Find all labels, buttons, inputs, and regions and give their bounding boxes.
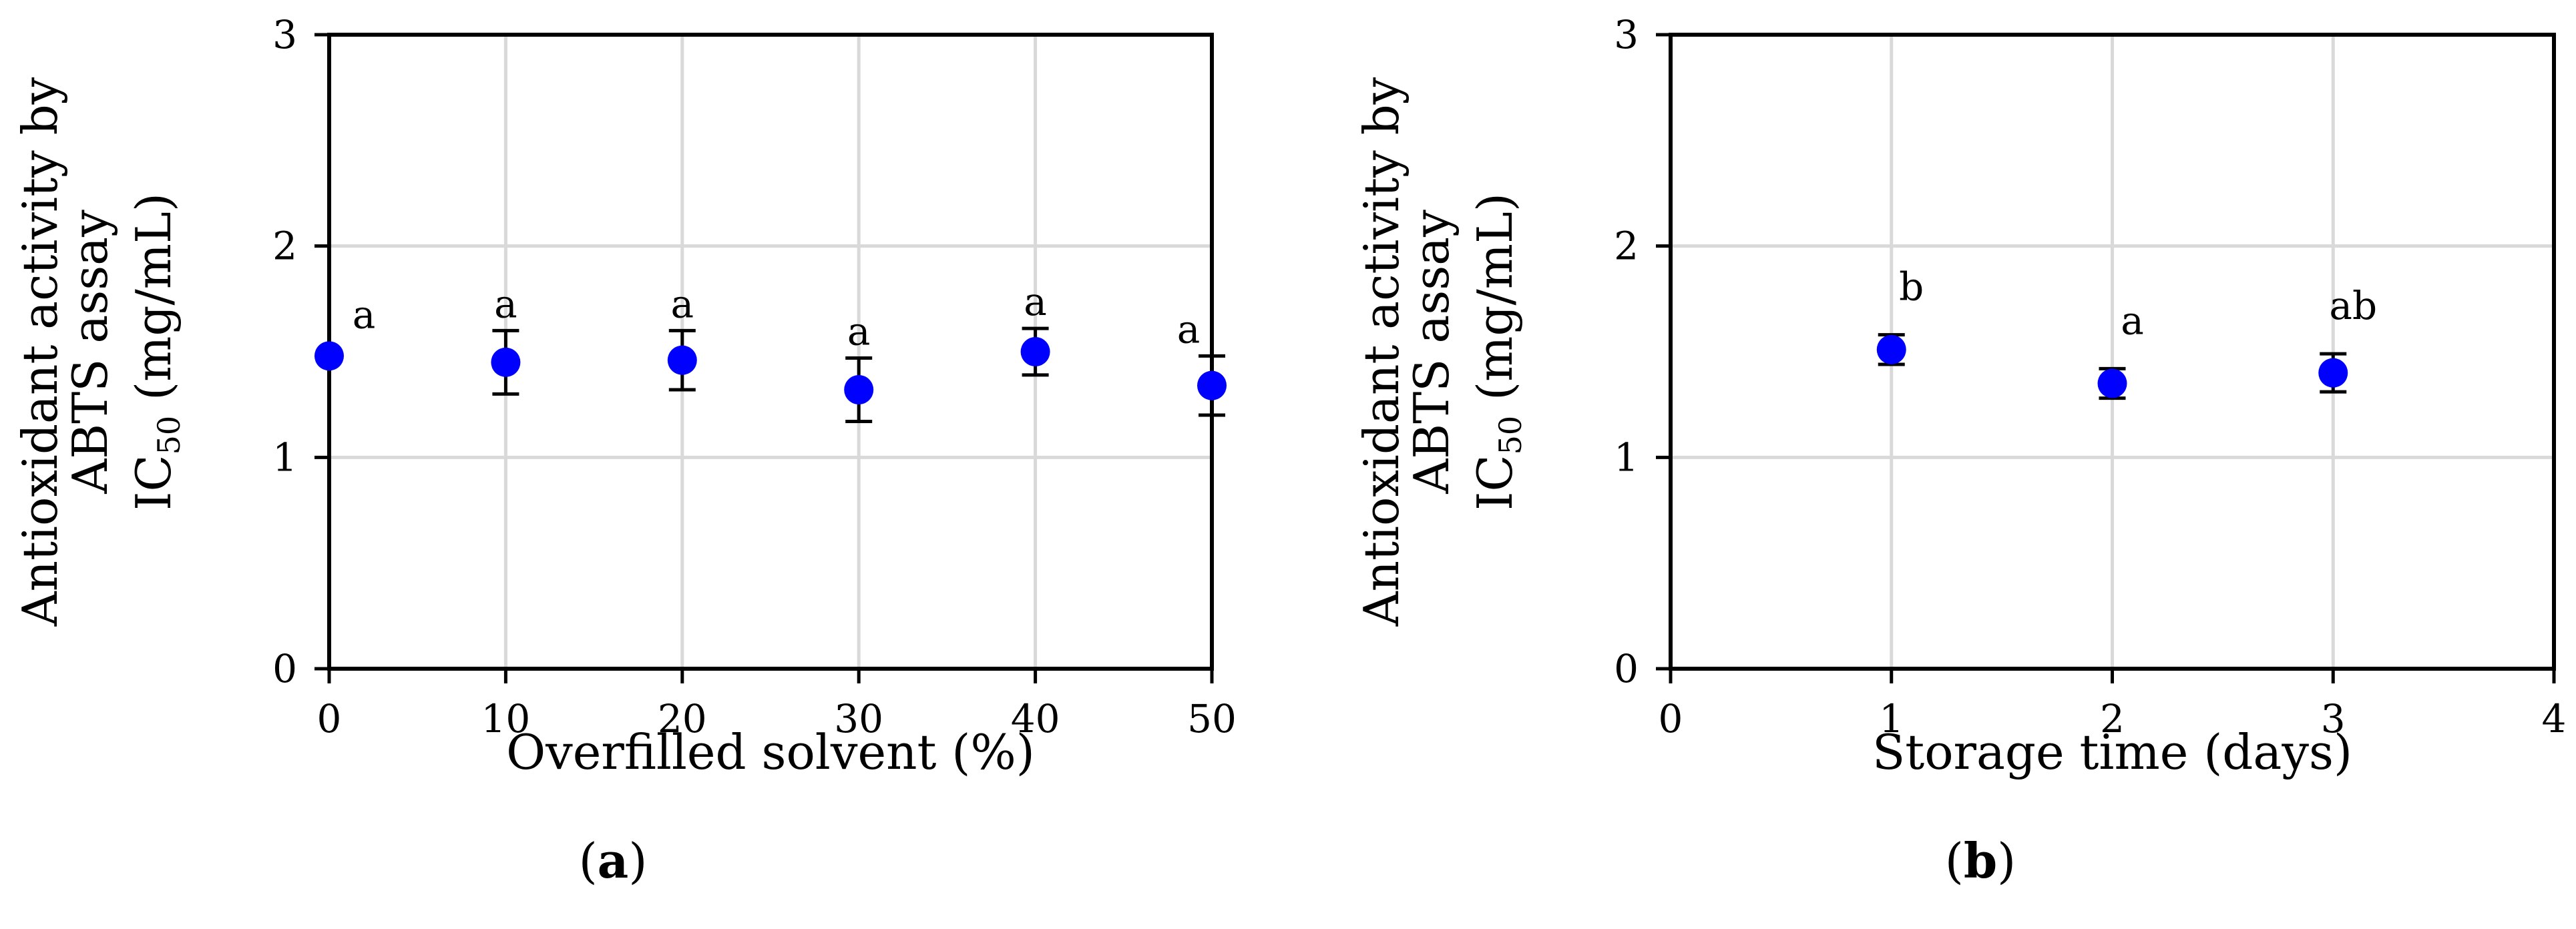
y-tick-label: 3 [1614,12,1639,57]
data-point [1020,337,1050,366]
panel-label: (a) [579,832,648,889]
x-tick-label: 10 [481,696,530,741]
x-tick-label: 0 [317,696,342,741]
chart-panel-a: 0 10 20 30 40 50 0 1 2 3 a a a a a a Overfilled solvent … [12,12,1237,889]
significance-letter: a [1177,306,1201,352]
data-point [314,341,344,371]
y-axis-unit-subscript: 50 [151,416,187,455]
data-point [2097,368,2127,398]
x-tick-label: 0 [1659,696,1683,741]
significance-letter: a [2121,298,2144,343]
y-axis-label-unit: IC50 (mg/mL) [126,193,187,511]
significance-letter: b [1899,264,1924,310]
panel-label-open: ( [1945,833,1964,889]
y-tick-label: 1 [1614,434,1639,480]
y-axis-label-line: Antioxidant activity by [1353,77,1410,627]
significance-letter: a [1024,279,1047,324]
y-axis-unit-suffix: (mg/mL) [1467,193,1523,416]
x-tick-label: 50 [1187,696,1237,741]
x-tick-label: 4 [2542,696,2567,741]
y-tick-label: 2 [1614,224,1639,269]
significance-letter: a [671,281,694,326]
x-tick-label: 2 [2100,696,2125,741]
y-axis-unit-prefix: IC [126,454,182,511]
y-tick-label: 0 [1614,646,1639,691]
y-tick-label: 2 [272,224,297,269]
data-point [1876,334,1906,364]
plot-frame [327,33,1214,671]
panel-label-open: ( [579,833,598,889]
data-point [844,375,874,404]
y-axis-unit-subscript: 50 [1492,416,1528,455]
y-axis-unit-suffix: (mg/mL) [126,193,182,416]
y-tick-label: 1 [272,434,297,480]
data-point [2318,358,2348,388]
significance-letter: a [494,281,517,326]
x-tick-label: 20 [658,696,707,741]
y-axis-label-line: Antioxidant activity by [12,77,68,627]
y-axis-label-line: ABTS assay [1404,210,1460,495]
x-tick-label: 3 [2321,696,2346,741]
significance-letter: ab [2329,283,2377,328]
y-axis-unit-prefix: IC [1467,454,1523,511]
x-tick-label: 40 [1011,696,1060,741]
panel-label-close: ) [628,833,647,889]
panel-label-letter: b [1964,832,1997,889]
panel-label-close: ) [1997,833,2016,889]
data-point [1197,370,1227,400]
x-tick-label: 1 [1879,696,1904,741]
y-axis-label-line: ABTS assay [62,210,118,495]
panel-label-letter: a [598,832,629,889]
chart-panel-b: 0 1 2 3 4 0 1 2 3 b a ab Storage time (days) Antioxid… [1353,12,2566,889]
x-tick-label: 30 [834,696,883,741]
data-point [491,347,521,377]
data-point [667,345,697,375]
y-axis-label-unit: IC50 (mg/mL) [1467,193,1528,511]
significance-letter: a [353,292,376,337]
x-axis-label: Storage time (days) [1872,724,2352,780]
significance-letter: a [847,309,871,354]
y-tick-label: 3 [272,12,297,57]
panel-label: (b) [1945,832,2016,889]
x-axis-label: Overfilled solvent (%) [506,724,1035,780]
y-tick-label: 0 [272,646,297,691]
